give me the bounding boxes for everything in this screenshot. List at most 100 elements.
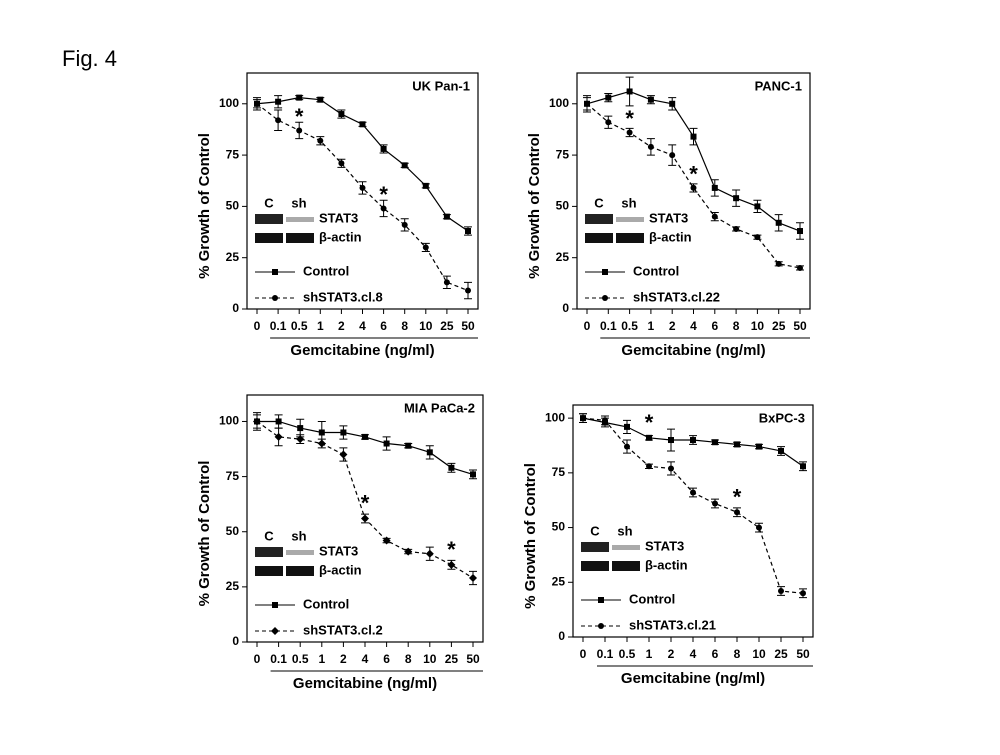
panel: MIA PaCa-2 0 25 50 75 100 0 0.1 0.5 1 2 4 6 8 10 25 50 Ge… (196, 394, 484, 692)
x-tick-label: 1 (318, 652, 325, 666)
y-tick-label: 100 (545, 410, 565, 424)
significance-mark: * (733, 485, 742, 510)
x-tick-label: 1 (317, 319, 324, 333)
blot-band (581, 542, 609, 552)
marker (443, 279, 450, 286)
marker (359, 184, 366, 191)
y-tick-label: 50 (226, 524, 240, 538)
x-tick-label: 10 (423, 652, 437, 666)
x-tick-label: 0.1 (597, 647, 614, 661)
blot-band (255, 214, 283, 224)
y-tick-label: 100 (219, 414, 239, 428)
blot-lane-label: C (594, 195, 604, 210)
legend-label: Control (303, 263, 349, 278)
x-tick-label: 25 (774, 647, 788, 661)
marker (401, 221, 408, 228)
x-axis-label: Gemcitabine (ng/ml) (293, 675, 437, 692)
marker (778, 588, 784, 595)
marker (733, 195, 740, 202)
legend-label: shSTAT3.cl.8 (303, 289, 383, 304)
x-tick-label: 6 (383, 652, 390, 666)
marker (734, 441, 740, 448)
panel: BxPC-3 0 25 50 75 100 0 0.1 0.5 1 2 4 6 8 10 25 50 Gemcit… (522, 404, 814, 687)
blot-band-label: β-actin (649, 229, 692, 244)
y-tick-label: 25 (552, 574, 566, 588)
x-tick-label: 25 (772, 319, 786, 333)
marker (711, 213, 718, 220)
x-tick-label: 2 (340, 652, 347, 666)
marker (778, 447, 784, 454)
x-tick-label: 0 (254, 319, 261, 333)
series-line (586, 103, 801, 269)
marker (626, 129, 633, 136)
marker (605, 94, 612, 101)
x-tick-label: 10 (419, 319, 433, 333)
marker (602, 417, 608, 424)
x-tick-label: 6 (380, 319, 387, 333)
marker (465, 287, 471, 294)
blot-band (581, 561, 609, 571)
marker (275, 117, 282, 124)
y-tick-label: 0 (562, 301, 569, 315)
x-tick-label: 6 (711, 319, 718, 333)
x-tick-label: 0.5 (291, 319, 308, 333)
x-tick-label: 0 (584, 319, 591, 333)
marker (296, 127, 303, 134)
x-tick-label: 0 (254, 652, 261, 666)
legend-label: shSTAT3.cl.22 (633, 289, 720, 304)
y-tick-label: 50 (226, 199, 240, 213)
blot-band (286, 550, 314, 555)
x-tick-label: 50 (466, 652, 480, 666)
y-tick-label: 100 (549, 96, 569, 110)
marker (797, 228, 803, 235)
marker (668, 465, 674, 472)
y-tick-label: 100 (219, 96, 239, 110)
y-tick-label: 0 (232, 301, 239, 315)
y-tick-label: 75 (226, 147, 240, 161)
marker (405, 442, 412, 449)
x-tick-label: 10 (751, 319, 765, 333)
blot-band (585, 233, 613, 243)
x-tick-label: 50 (796, 647, 810, 661)
y-tick-label: 75 (556, 147, 570, 161)
marker (465, 228, 471, 235)
y-tick-label: 50 (552, 520, 566, 534)
panel: PANC-1 0 25 50 75 100 0 0.1 0.5 1 2 4 6 8 10 25 50 Gemcit… (526, 72, 811, 359)
x-tick-label: 10 (752, 647, 766, 661)
marker (296, 94, 303, 101)
y-tick-label: 75 (552, 465, 566, 479)
marker (605, 119, 612, 126)
marker (756, 524, 762, 531)
blot-lane-label: sh (621, 195, 636, 210)
marker (624, 443, 630, 450)
marker (253, 417, 261, 426)
x-tick-label: 6 (712, 647, 719, 661)
blot-band (286, 217, 314, 222)
blot-band (616, 233, 644, 243)
marker (469, 574, 477, 583)
x-tick-label: 4 (690, 647, 697, 661)
marker (646, 434, 652, 441)
marker (580, 415, 586, 422)
marker (426, 449, 433, 456)
y-tick-label: 25 (556, 250, 570, 264)
y-tick-label: 75 (226, 469, 240, 483)
marker (404, 547, 413, 556)
marker (448, 464, 455, 471)
legend-label: Control (629, 591, 675, 606)
series-line (256, 103, 469, 292)
marker (711, 184, 718, 191)
x-tick-label: 4 (362, 652, 369, 666)
x-tick-label: 4 (690, 319, 697, 333)
marker (318, 429, 325, 436)
marker (733, 225, 740, 232)
marker (647, 96, 654, 103)
significance-mark: * (361, 491, 370, 516)
panel-title: MIA PaCa-2 (404, 400, 475, 415)
marker (338, 111, 345, 118)
marker (422, 244, 429, 251)
marker (647, 143, 654, 150)
legend-label: shSTAT3.cl.21 (629, 617, 716, 632)
y-tick-label: 50 (556, 199, 570, 213)
